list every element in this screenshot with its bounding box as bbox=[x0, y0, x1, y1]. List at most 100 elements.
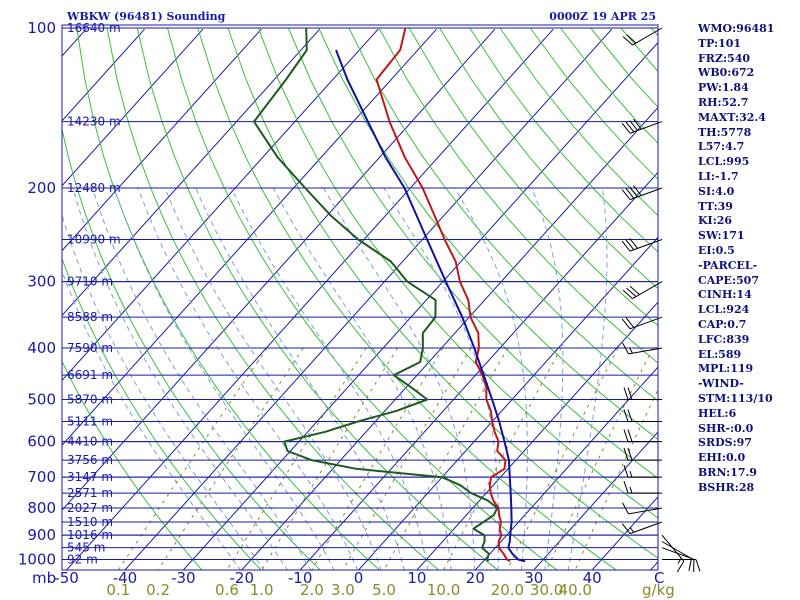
dry-adiabat-line bbox=[378, 27, 658, 364]
mixing-ratio-line bbox=[383, 347, 509, 570]
sounding-index-item: WB0:672 bbox=[698, 66, 755, 80]
sounding-index-item: -WIND- bbox=[698, 377, 744, 391]
wind-barb-flag bbox=[621, 523, 631, 534]
temperature-tick-label: -10 bbox=[288, 569, 313, 587]
isotherm-line bbox=[182, 41, 658, 570]
height-label: 5111 m bbox=[67, 415, 113, 429]
wind-barb bbox=[622, 342, 663, 355]
dry-adiabat-line bbox=[62, 360, 203, 570]
sounding-index-item: MPL:119 bbox=[698, 362, 754, 376]
mixing-ratio-tick-label: 0.2 bbox=[146, 581, 170, 599]
wind-barb-flag bbox=[623, 387, 629, 400]
isotherm-line bbox=[299, 171, 658, 570]
mixing-ratio-tick-label: 1.0 bbox=[250, 581, 274, 599]
temperature-tick-label: 10 bbox=[407, 569, 426, 587]
height-label: 16640 m bbox=[67, 21, 121, 35]
temperature-tick-label: -30 bbox=[171, 569, 196, 587]
wind-barb bbox=[661, 541, 692, 571]
height-label: 10990 m bbox=[67, 233, 121, 247]
pressure-unit-label: mb bbox=[32, 569, 56, 587]
wind-barb-flag bbox=[621, 123, 631, 134]
isotherm-line bbox=[0, 29, 28, 571]
height-label: 7590 m bbox=[67, 341, 113, 355]
wind-barb bbox=[622, 281, 663, 300]
wind-barb-flag bbox=[622, 502, 629, 515]
mixing-ratio-line bbox=[117, 347, 268, 570]
dry-adiabat-line bbox=[227, 27, 658, 559]
mixing-ratio-unit-label: g/kg bbox=[642, 581, 675, 599]
sounding-index-item: EHI:0.0 bbox=[698, 451, 746, 465]
height-label: 2027 m bbox=[67, 501, 113, 515]
sounding-index-item: SW:171 bbox=[698, 229, 745, 243]
height-label: 3756 m bbox=[67, 453, 113, 467]
wind-barb-staff bbox=[629, 521, 663, 535]
wind-barb bbox=[623, 429, 662, 443]
mixing-ratio-tick-label: 10.0 bbox=[427, 581, 460, 599]
wind-barb-half-flag bbox=[629, 347, 633, 354]
isotherm-line bbox=[62, 28, 437, 447]
pressure-tick-label: 900 bbox=[27, 526, 56, 544]
wind-barb-flag bbox=[627, 409, 633, 422]
wind-barb-staff bbox=[629, 239, 663, 252]
pressure-tick-label: 800 bbox=[27, 499, 56, 517]
isotherm-line bbox=[62, 28, 145, 122]
wind-barb-staff bbox=[661, 541, 692, 559]
wind-barbs bbox=[621, 27, 701, 573]
height-label: 1510 m bbox=[67, 515, 113, 529]
mixing-ratio-tick-label: 30.0 bbox=[530, 581, 563, 599]
mixing-ratio-tick-label: 5.0 bbox=[372, 581, 396, 599]
temperature-tick-label: 30 bbox=[524, 569, 543, 587]
moist-adiabat-line bbox=[72, 187, 288, 570]
wind-barb-flag bbox=[633, 185, 642, 196]
wind-barb-flag bbox=[622, 342, 629, 355]
wind-barb-flag bbox=[627, 387, 633, 400]
sounding-index-item: CINH:14 bbox=[698, 288, 752, 302]
height-label: 5870 m bbox=[67, 393, 113, 407]
dry-adiabat-line bbox=[197, 27, 617, 570]
sounding-index-item: PW:1.84 bbox=[698, 81, 749, 95]
mixing-ratio-line bbox=[546, 347, 654, 570]
temperature-tick-label: -20 bbox=[230, 569, 255, 587]
wind-barb bbox=[662, 559, 701, 572]
sounding-index-item: BRN:17.9 bbox=[698, 465, 757, 479]
temperature-unit-label: C bbox=[654, 569, 664, 587]
wind-barb-flag bbox=[629, 285, 640, 295]
moist-adiabat-line bbox=[113, 187, 335, 570]
wind-barb-staff bbox=[628, 507, 663, 515]
dry-adiabat-line bbox=[318, 27, 658, 440]
sounding-index-item: CAPE:507 bbox=[698, 273, 759, 287]
dry-adiabat-line bbox=[439, 27, 658, 290]
temperature-tick-label: 20 bbox=[466, 569, 485, 587]
wind-barb-flag bbox=[626, 34, 637, 44]
sounding-index-item: SRDS:97 bbox=[698, 436, 752, 450]
wind-barb-staff bbox=[628, 347, 663, 355]
sounding-index-item: STM:113/10 bbox=[698, 391, 773, 405]
moist-adiabat-line bbox=[454, 187, 528, 570]
sounding-index-item: LCL:924 bbox=[698, 303, 750, 317]
moist-adiabat-line bbox=[567, 187, 608, 570]
isotherm-line bbox=[65, 28, 554, 570]
pressure-tick-label: 1000 bbox=[18, 551, 56, 569]
dry-adiabat-line bbox=[408, 27, 658, 327]
wind-barb-flag bbox=[625, 239, 635, 251]
mixing-ratio-tick-label: 0.1 bbox=[106, 581, 130, 599]
moist-adiabat-line bbox=[531, 187, 564, 570]
height-label: 1016 m bbox=[67, 528, 113, 542]
wind-barb-flag bbox=[622, 289, 633, 299]
sounding-index-item: CAP:0.7 bbox=[698, 317, 747, 331]
parcel-trace bbox=[335, 49, 526, 563]
wind-barb bbox=[623, 387, 662, 401]
isotherm-line bbox=[62, 28, 496, 511]
isobars bbox=[62, 27, 658, 560]
mixing-ratio-tick-label: 0.6 bbox=[215, 581, 239, 599]
wind-barb-flag bbox=[623, 409, 629, 422]
moist-adiabat-line bbox=[137, 187, 359, 570]
sounding-index-item: WMO:96481 bbox=[698, 22, 775, 35]
wind-barb-flag bbox=[621, 240, 631, 252]
sounding-index-item: FRZ:540 bbox=[698, 51, 751, 65]
plot-frame bbox=[61, 24, 659, 571]
height-label: 8588 m bbox=[67, 310, 113, 324]
isotherm-line bbox=[241, 106, 658, 570]
wind-barb bbox=[621, 316, 663, 330]
wind-barb-staff bbox=[632, 281, 663, 300]
